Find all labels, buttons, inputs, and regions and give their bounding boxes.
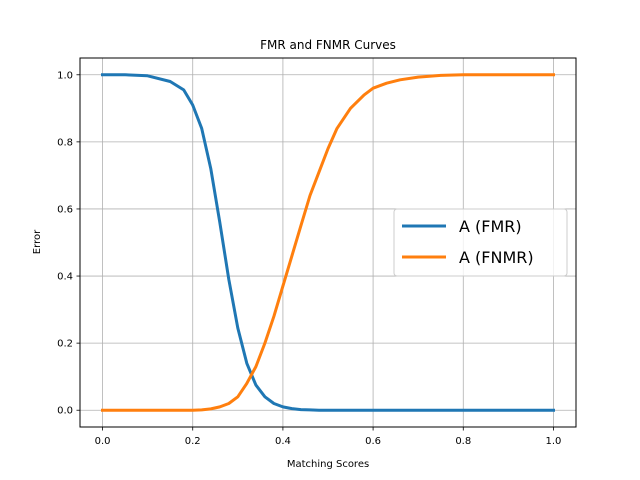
series-lines [101, 73, 555, 412]
series-line-fmr [101, 73, 555, 412]
x-axis-label: Matching Scores [287, 459, 369, 470]
x-tick-label: 0.6 [365, 436, 381, 447]
y-tick-label: 0.2 [57, 339, 73, 350]
legend-label: A (FMR) [459, 217, 522, 236]
series-line-fnmr [101, 73, 555, 412]
y-tick-label: 0.0 [57, 406, 73, 417]
x-tick-label: 1.0 [546, 436, 562, 447]
x-ticks: 0.0 0.2 0.4 0.6 0.8 1.0 [95, 427, 562, 447]
legend: A (FMR) A (FNMR) [393, 208, 568, 277]
y-tick-label: 0.6 [57, 204, 73, 215]
chart-title: FMR and FNMR Curves [260, 38, 396, 52]
y-ticks: 0.0 0.2 0.4 0.6 0.8 1.0 [57, 70, 80, 417]
y-axis-label: Error [32, 229, 43, 254]
y-tick-label: 1.0 [57, 70, 73, 81]
y-tick-label: 0.8 [57, 137, 73, 148]
y-tick-label: 0.4 [57, 272, 73, 283]
plot-frame [79, 57, 577, 428]
x-tick-label: 0.2 [185, 436, 201, 447]
x-tick-label: 0.4 [275, 436, 291, 447]
x-tick-label: 0.0 [95, 436, 111, 447]
x-tick-label: 0.8 [455, 436, 471, 447]
legend-label: A (FNMR) [459, 248, 534, 267]
